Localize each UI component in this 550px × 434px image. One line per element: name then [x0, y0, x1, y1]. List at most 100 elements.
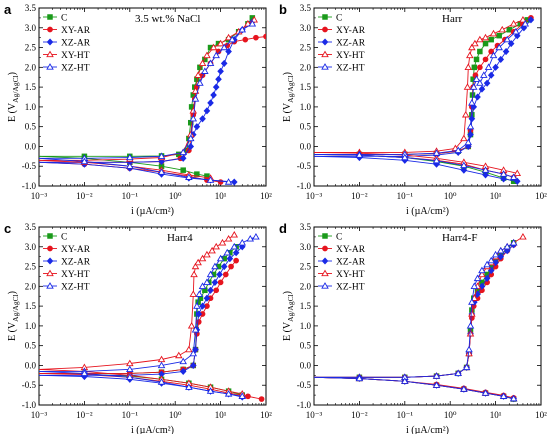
- y-tick-label: 0.5: [300, 341, 312, 351]
- data-point-XZ-AR: [483, 274, 491, 282]
- series-group: [39, 231, 265, 402]
- series-line-XZ-HT: [314, 153, 514, 178]
- panel-title: 3.5 wt.% NaCl: [135, 13, 200, 25]
- data-point-XY-HT: [498, 25, 507, 33]
- data-point-XY-HT: [476, 35, 484, 43]
- x-tick-label: 10⁻¹: [397, 410, 414, 420]
- data-point-XZ-HT: [503, 35, 511, 43]
- data-point-XZ-HT: [495, 43, 503, 51]
- data-point-XY-AR: [258, 396, 265, 402]
- data-point-XZ-HT: [432, 381, 441, 388]
- data-point-XZ-HT: [509, 173, 518, 180]
- legend-marker: [322, 14, 328, 20]
- panel-a: 10⁻³ 10⁻² 10⁻¹ 10⁰ 10¹ 10² -1.0 -0.5 0.0 0.5 1.0 1.…: [4, 2, 272, 217]
- data-point-XZ-HT: [206, 270, 215, 278]
- data-point-XZ-AR: [187, 142, 195, 151]
- legend-marker: [47, 26, 53, 33]
- data-point-XZ-HT: [212, 51, 220, 59]
- legend-marker: [321, 282, 329, 289]
- data-point-XZ-HT: [157, 378, 166, 385]
- data-point-XZ-HT: [206, 59, 215, 67]
- data-point-XZ-HT: [460, 385, 468, 392]
- data-point-XZ-HT: [185, 173, 193, 180]
- data-point-XY-HT: [471, 39, 479, 47]
- y-tick-label: -0.5: [22, 161, 37, 171]
- data-point-XZ-HT: [473, 274, 482, 282]
- data-point-XY-HT: [468, 310, 476, 317]
- data-point-XZ-HT: [481, 166, 490, 173]
- y-tick-label: 3.0: [25, 23, 37, 33]
- series-group: [39, 15, 266, 186]
- data-point-XZ-HT: [189, 349, 198, 357]
- data-point-XY-HT: [468, 43, 476, 51]
- y-tick-label: 1.5: [25, 82, 37, 92]
- series-line-XZ-HT: [314, 376, 514, 400]
- data-point-XZ-AR: [179, 154, 187, 162]
- data-point-C: [488, 36, 494, 43]
- legend: C XY-AR XZ-AR XY-HT XZ-HT: [43, 233, 91, 293]
- data-point-XY-HT: [466, 329, 475, 337]
- legend-marker: [46, 38, 54, 46]
- data-point-XZ-HT: [432, 372, 441, 379]
- data-point-XZ-AR: [215, 75, 222, 83]
- legend-entry: XY-AR: [61, 26, 91, 36]
- data-point-XY-HT: [489, 29, 498, 37]
- data-point-XZ-HT: [126, 162, 134, 169]
- data-point-XY-HT: [216, 39, 225, 47]
- data-point-XZ-HT: [466, 321, 475, 329]
- data-point-XZ-HT: [189, 114, 198, 122]
- x-tick-label: 10⁰: [444, 191, 457, 201]
- legend-entry: XZ-AR: [336, 39, 366, 49]
- x-tick-label: 10¹: [215, 410, 227, 420]
- data-point-XY-HT: [460, 134, 468, 142]
- data-point-XZ-HT: [185, 383, 193, 390]
- y-tick-label: 1.5: [300, 82, 312, 92]
- data-point-XZ-AR: [217, 67, 224, 75]
- data-point-XZ-AR: [483, 79, 491, 87]
- y-tick-label: 2.0: [25, 281, 37, 291]
- data-point-XY-HT: [203, 250, 211, 258]
- data-point-XY-HT: [230, 231, 239, 238]
- legend-marker: [46, 257, 54, 265]
- legend: C XY-AR XZ-AR XY-HT XZ-HT: [318, 233, 366, 293]
- legend-marker: [321, 63, 329, 70]
- legend-marker: [321, 38, 329, 46]
- data-point-C: [180, 167, 186, 173]
- y-tick-label: 1.5: [25, 301, 37, 311]
- x-tick-label: 10¹: [490, 191, 502, 201]
- data-point-XZ-HT: [460, 161, 468, 169]
- data-point-XZ-HT: [179, 357, 187, 365]
- legend-entry: XY-HT: [61, 270, 90, 280]
- data-point-XY-HT: [466, 51, 474, 59]
- data-point-XZ-AR: [220, 262, 228, 271]
- data-point-XZ-HT: [216, 254, 225, 262]
- data-point-XZ-HT: [512, 27, 520, 35]
- data-point-XY-HT: [519, 232, 527, 240]
- data-point-XZ-AR: [467, 131, 474, 139]
- data-point-XZ-HT: [248, 19, 257, 27]
- data-point-XZ-HT: [480, 71, 488, 78]
- data-point-C: [506, 27, 513, 33]
- data-point-XZ-HT: [496, 246, 505, 254]
- legend-entry: XZ-AR: [61, 39, 91, 49]
- legend-marker: [322, 233, 328, 239]
- x-axis-label: i (µA/cm²): [131, 206, 174, 217]
- data-point-XZ-HT: [481, 389, 490, 396]
- y-tick-label: -1.0: [297, 181, 312, 191]
- y-tick-label: 3.0: [25, 242, 37, 252]
- legend-entry: XY-HT: [61, 51, 90, 61]
- data-point-XY-HT: [194, 71, 202, 78]
- data-point-XZ-HT: [193, 302, 201, 309]
- data-point-XZ-AR: [487, 266, 495, 275]
- series-group: [314, 232, 527, 403]
- data-point-XY-HT: [189, 106, 198, 114]
- data-point-XY-HT: [185, 345, 193, 353]
- data-point-XZ-HT: [401, 377, 409, 384]
- y-tick-label: -0.5: [297, 161, 312, 171]
- y-tick-label: 1.0: [300, 102, 312, 112]
- legend-marker: [321, 257, 329, 265]
- legend: C XY-AR XZ-AR XY-HT XZ-HT: [318, 14, 366, 74]
- data-point-XZ-HT: [80, 157, 89, 165]
- x-tick-label: 10⁻³: [306, 191, 323, 201]
- data-point-XZ-HT: [499, 392, 508, 399]
